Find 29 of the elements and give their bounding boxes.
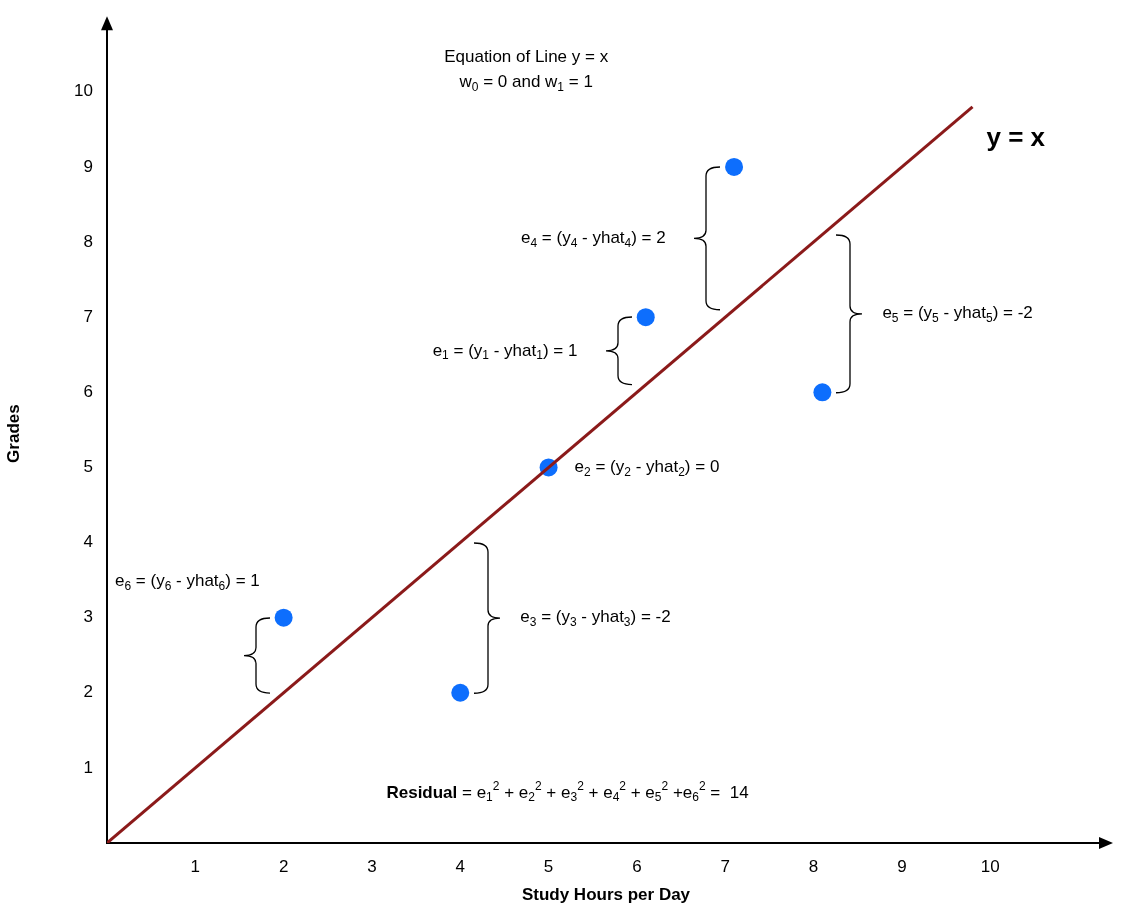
y-tick-label: 1 bbox=[83, 757, 93, 777]
x-tick-label: 7 bbox=[720, 856, 730, 876]
x-tick-label: 5 bbox=[543, 856, 554, 876]
x-tick-label: 10 bbox=[980, 856, 1000, 876]
x-tick-label: 2 bbox=[278, 856, 289, 876]
y-tick-label: 5 bbox=[83, 457, 93, 477]
y-tick-label: 4 bbox=[83, 532, 93, 552]
point bbox=[274, 608, 293, 627]
y-tick-label: 8 bbox=[83, 231, 93, 251]
x-tick-label: 3 bbox=[367, 856, 377, 876]
point bbox=[725, 157, 744, 176]
x-axis-title: Study Hours per Day bbox=[521, 885, 691, 905]
point bbox=[636, 308, 655, 327]
point bbox=[451, 683, 470, 702]
x-tick-label: 6 bbox=[632, 856, 642, 876]
y-axis-title: Grades bbox=[3, 404, 23, 463]
y-tick-label: 6 bbox=[83, 381, 93, 401]
x-tick-label: 8 bbox=[808, 856, 819, 876]
y-tick-label: 9 bbox=[83, 156, 93, 176]
y-tick-label: 10 bbox=[74, 81, 93, 101]
y-tick-label: 7 bbox=[83, 306, 93, 326]
x-tick-label: 9 bbox=[897, 856, 907, 876]
point bbox=[813, 383, 832, 402]
x-tick-label: 4 bbox=[455, 856, 466, 876]
series-label: y = x bbox=[986, 122, 1046, 152]
y-tick-label: 2 bbox=[83, 682, 93, 702]
text: Equation of Line y = x bbox=[444, 46, 609, 66]
x-tick-label: 1 bbox=[190, 856, 201, 876]
y-tick-label: 3 bbox=[83, 607, 93, 627]
